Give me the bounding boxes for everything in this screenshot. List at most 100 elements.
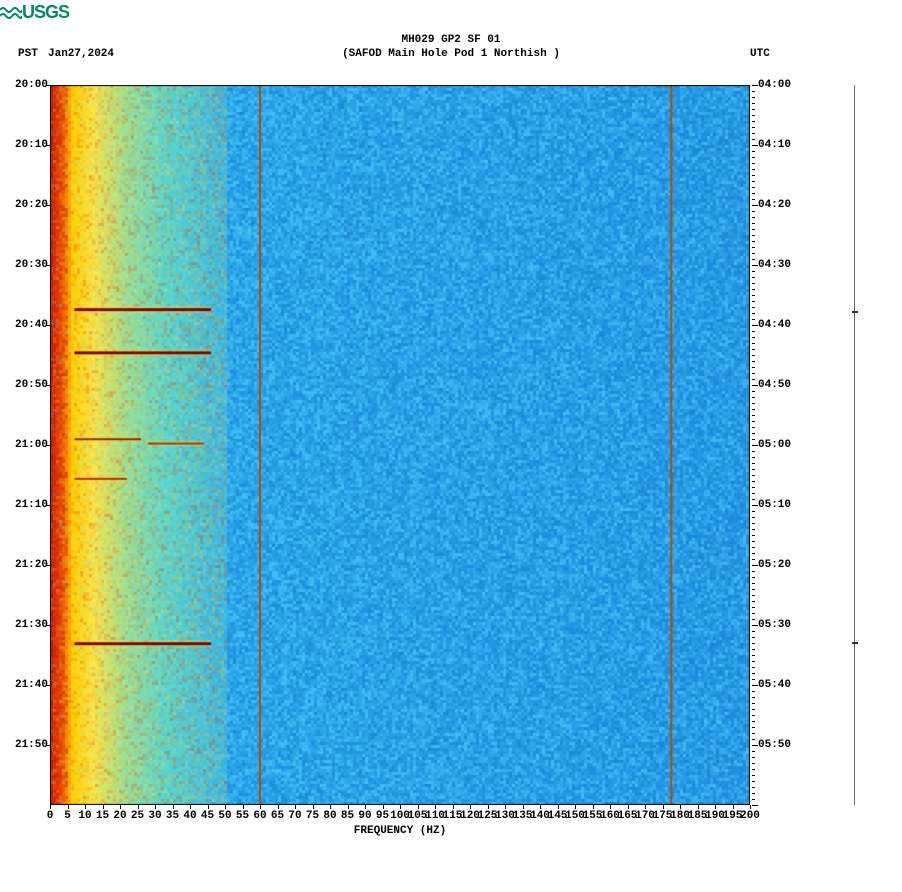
x-tick-mark — [295, 805, 296, 809]
utc-tick-mark — [752, 619, 755, 620]
utc-tick-mark — [752, 127, 755, 128]
utc-tick-mark — [752, 319, 755, 320]
x-tick-mark — [750, 805, 751, 809]
x-tick-mark — [558, 805, 559, 809]
utc-tick-mark — [752, 517, 755, 518]
utc-tick-mark — [752, 721, 755, 722]
x-tick-label: 50 — [218, 810, 231, 822]
x-tick-mark — [208, 805, 209, 809]
pst-tick-mark — [46, 505, 50, 506]
x-tick-mark — [628, 805, 629, 809]
utc-tick-mark — [752, 589, 755, 590]
utc-tick-mark — [752, 451, 755, 452]
utc-tick-mark — [752, 679, 755, 680]
x-tick-mark — [68, 805, 69, 809]
utc-tick-mark — [752, 229, 755, 230]
utc-tick-mark — [752, 523, 755, 524]
pst-tick-label: 21:30 — [10, 619, 48, 631]
utc-tick-mark — [752, 769, 755, 770]
x-tick-mark — [400, 805, 401, 809]
utc-tick-mark — [752, 511, 755, 512]
utc-tick-mark — [752, 391, 755, 392]
aux-blip — [852, 642, 858, 644]
utc-tick-mark — [752, 475, 755, 476]
x-tick-mark — [645, 805, 646, 809]
utc-tick-mark — [752, 199, 755, 200]
utc-tick-mark — [752, 175, 755, 176]
x-tick-mark — [593, 805, 594, 809]
pst-tick-label: 20:20 — [10, 199, 48, 211]
x-tick-label: 30 — [148, 810, 161, 822]
utc-tick-mark — [752, 259, 755, 260]
utc-tick-label: 04:00 — [758, 79, 791, 91]
aux-strip — [854, 85, 856, 805]
utc-tick-mark — [752, 631, 755, 632]
utc-tick-mark — [752, 571, 755, 572]
utc-tick-mark — [752, 241, 755, 242]
pst-tz-label: PST — [18, 48, 38, 60]
x-tick-label: 25 — [131, 810, 144, 822]
x-tick-label: 0 — [47, 810, 54, 822]
utc-tick-mark — [752, 547, 755, 548]
pst-tick-label: 21:20 — [10, 559, 48, 571]
utc-tick-mark — [752, 655, 755, 656]
utc-tick-mark — [752, 463, 755, 464]
utc-tick-mark — [752, 277, 755, 278]
utc-tick-mark — [752, 625, 758, 626]
x-tick-label: 40 — [183, 810, 196, 822]
utc-tick-mark — [752, 649, 755, 650]
utc-tick-mark — [752, 487, 755, 488]
pst-tick-label: 21:50 — [10, 739, 48, 751]
x-tick-mark — [103, 805, 104, 809]
utc-tick-mark — [752, 307, 755, 308]
utc-tick-mark — [752, 397, 755, 398]
utc-tick-mark — [752, 607, 755, 608]
utc-tick-mark — [752, 637, 755, 638]
utc-tick-mark — [752, 739, 755, 740]
utc-tick-mark — [752, 751, 755, 752]
x-tick-mark — [260, 805, 261, 809]
utc-tick-mark — [752, 85, 758, 86]
utc-tick-mark — [752, 727, 755, 728]
utc-tick-mark — [752, 559, 755, 560]
utc-tick-mark — [752, 661, 755, 662]
utc-tick-mark — [752, 745, 758, 746]
utc-tick-mark — [752, 595, 755, 596]
utc-tick-mark — [752, 121, 755, 122]
usgs-logo: USGS — [0, 2, 69, 23]
x-tick-mark — [348, 805, 349, 809]
x-tick-label: 70 — [288, 810, 301, 822]
utc-tick-mark — [752, 283, 755, 284]
pst-tick-label: 20:30 — [10, 259, 48, 271]
x-tick-mark — [488, 805, 489, 809]
utc-tick-mark — [752, 403, 755, 404]
utc-tick-mark — [752, 145, 758, 146]
x-tick-mark — [173, 805, 174, 809]
aux-blip — [852, 311, 858, 313]
spectrogram-canvas — [50, 85, 750, 805]
utc-tick-label: 04:50 — [758, 379, 791, 391]
x-tick-mark — [155, 805, 156, 809]
x-tick-mark — [85, 805, 86, 809]
pst-tick-mark — [46, 745, 50, 746]
utc-tick-mark — [752, 253, 755, 254]
x-tick-mark — [610, 805, 611, 809]
x-tick-mark — [453, 805, 454, 809]
x-tick-mark — [698, 805, 699, 809]
utc-tick-mark — [752, 415, 755, 416]
pst-tick-mark — [46, 265, 50, 266]
utc-tick-mark — [752, 343, 755, 344]
utc-tick-mark — [752, 457, 755, 458]
utc-tick-mark — [752, 349, 755, 350]
utc-tick-mark — [752, 799, 755, 800]
x-tick-mark — [365, 805, 366, 809]
x-tick-label: 10 — [78, 810, 91, 822]
utc-tick-mark — [752, 103, 755, 104]
utc-tick-mark — [752, 505, 758, 506]
utc-tick-label: 05:40 — [758, 679, 791, 691]
utc-tick-mark — [752, 445, 758, 446]
utc-tick-mark — [752, 613, 755, 614]
utc-tick-mark — [752, 433, 755, 434]
utc-tick-mark — [752, 217, 755, 218]
x-tick-mark — [418, 805, 419, 809]
